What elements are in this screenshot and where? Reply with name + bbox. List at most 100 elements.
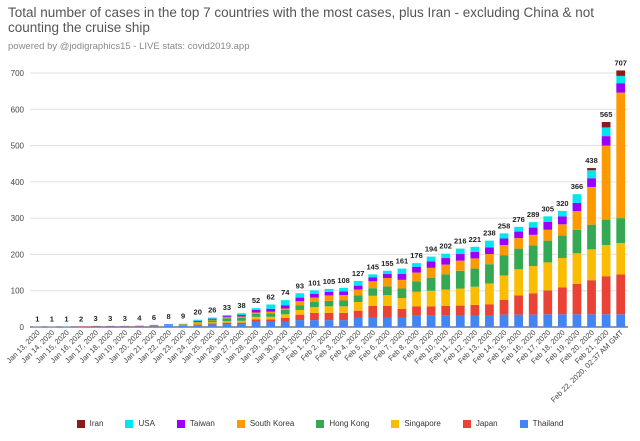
total-label: 155 <box>381 259 394 268</box>
total-label: 9 <box>181 312 185 321</box>
bar-segment-taiwan <box>237 315 246 317</box>
bar-segment-thailand <box>339 320 348 327</box>
bar-segment-japan <box>149 325 159 327</box>
bar-segment-singapore <box>178 324 188 326</box>
total-label: 202 <box>439 242 452 251</box>
total-label: 1 <box>64 315 68 324</box>
total-label: 38 <box>237 301 245 310</box>
bar-segment-thailand <box>601 314 611 327</box>
bar-segment-usa <box>426 256 436 262</box>
bar-segment-usa <box>441 253 451 259</box>
bar-segment-hong-kong <box>353 295 363 302</box>
bar-segment-singapore <box>412 291 421 307</box>
bar-segment-japan <box>280 317 290 322</box>
bar-segment-japan <box>601 276 611 315</box>
bar-segment-south-korea <box>616 92 626 219</box>
bar-segment-thailand <box>528 314 538 327</box>
bar-segment-singapore <box>266 316 276 320</box>
bar-segment-thailand <box>368 317 378 327</box>
bar-segment-thailand <box>412 315 421 327</box>
bar-segment-hong-kong <box>295 305 305 310</box>
bar-segment-japan <box>455 305 465 316</box>
bar-segment-hong-kong <box>397 288 407 298</box>
bar-segment-south-korea <box>455 260 465 271</box>
bar-segment-taiwan <box>382 274 392 279</box>
y-tick-label: 300 <box>11 214 25 223</box>
legend-item-usa: USA <box>125 419 155 428</box>
bar-segment-singapore <box>280 314 290 318</box>
bar-segment-usa <box>485 240 494 248</box>
bar-segment-japan <box>528 293 538 315</box>
bar-segment-singapore <box>543 262 553 291</box>
bar-segment-usa <box>280 300 290 306</box>
bar-segment-japan <box>295 314 305 321</box>
bar-segment-usa <box>470 246 480 252</box>
bar-segment-japan <box>164 325 173 326</box>
bar-segment-singapore <box>382 295 392 306</box>
total-label: 1 <box>50 315 54 324</box>
bar-segment-usa <box>587 170 596 179</box>
bar-segment-usa <box>353 280 363 286</box>
total-label: 565 <box>600 110 613 119</box>
bar-segment-usa <box>455 248 465 255</box>
bar-segment-usa <box>528 222 538 228</box>
bar-segment-usa <box>557 210 567 217</box>
bar-segment-hong-kong <box>455 270 465 289</box>
bar-segment-singapore <box>601 244 611 277</box>
legend-item-iran: Iran <box>76 419 103 428</box>
bar-segment-singapore <box>324 306 334 313</box>
bar-segment-hong-kong <box>237 317 246 321</box>
total-label: 176 <box>410 251 423 260</box>
bar-segment-singapore <box>514 269 523 296</box>
bar-segment-taiwan <box>295 297 305 302</box>
bar-segment-hong-kong <box>193 322 203 324</box>
bar-segment-south-korea <box>528 234 538 246</box>
bar-segment-thailand <box>91 326 101 327</box>
bar-segment-thailand <box>587 314 596 327</box>
bar-segment-thailand <box>499 314 509 327</box>
bar-segment-japan <box>76 326 86 327</box>
bar-segment-iran <box>616 70 626 76</box>
total-label: 238 <box>483 229 496 238</box>
bar-segment-japan <box>237 322 246 325</box>
bar-segment-hong-kong <box>207 320 217 323</box>
bar-segment-south-korea <box>382 278 392 287</box>
bar-segment-singapore <box>353 301 363 311</box>
bar-segment-singapore <box>310 307 319 313</box>
legend-label: Singapore <box>404 419 441 428</box>
bar-segment-hong-kong <box>339 300 348 307</box>
bar-segment-japan <box>616 274 626 315</box>
total-label: 216 <box>454 237 467 246</box>
bar-segment-thailand <box>280 321 290 327</box>
bar-segment-japan <box>339 312 348 321</box>
bar-segment-taiwan <box>193 320 203 322</box>
bar-segment-japan <box>222 322 232 325</box>
bar-segment-thailand <box>135 326 144 327</box>
legend-swatch <box>176 419 185 428</box>
bar-segment-hong-kong <box>251 313 261 317</box>
bar-segment-taiwan <box>251 309 261 313</box>
bar-segment-thailand <box>470 315 480 327</box>
legend-label: Thailand <box>532 419 564 428</box>
legend-swatch <box>125 419 134 428</box>
bar-segment-hong-kong <box>499 255 509 276</box>
bar-segment-singapore <box>222 321 232 323</box>
y-tick-label: 0 <box>20 323 25 332</box>
bar-segment-south-korea <box>222 317 232 319</box>
bar-segment-usa <box>164 324 173 325</box>
bar-segment-usa <box>514 226 523 232</box>
bar-segment-taiwan <box>557 216 567 225</box>
bar-segment-usa <box>382 270 392 275</box>
bar-segment-thailand <box>178 325 188 327</box>
bar-segment-japan <box>499 299 509 315</box>
bar-segment-japan <box>207 323 217 325</box>
bar-segment-hong-kong <box>178 324 188 325</box>
bar-segment-hong-kong <box>280 309 290 315</box>
bar-segment-hong-kong <box>324 300 334 307</box>
total-label: 52 <box>252 296 260 305</box>
bar-segment-hong-kong <box>368 288 378 296</box>
bar-segment-hong-kong <box>441 274 451 290</box>
total-label: 194 <box>425 245 438 254</box>
bar-segment-thailand <box>193 325 203 327</box>
legend-item-south-korea: South Korea <box>236 419 294 428</box>
